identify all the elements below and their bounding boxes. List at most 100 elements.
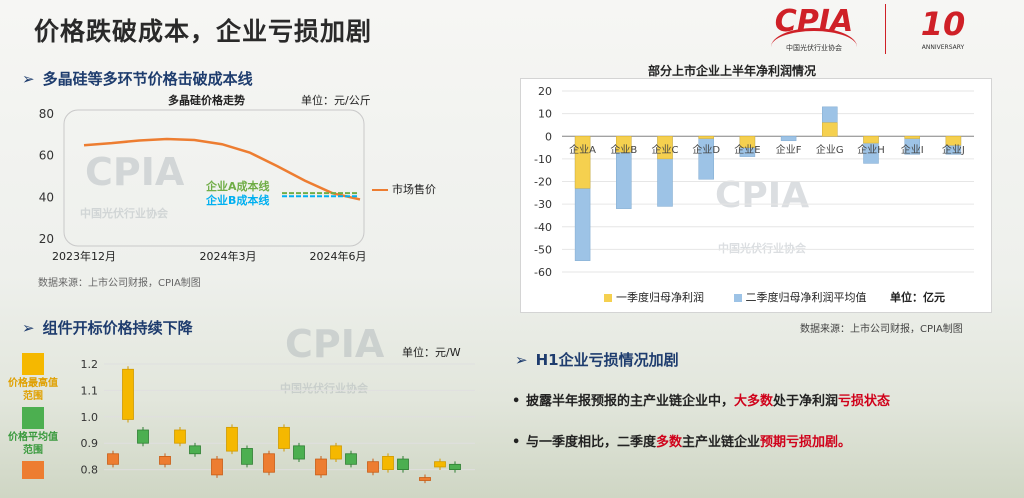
x-tick-label: 2023年12月: [52, 249, 116, 263]
high-range-box: [330, 445, 342, 460]
category-label: 企业I: [901, 143, 924, 156]
bullet-1: • 披露半年报预报的主产业链企业中，大多数处于净利润亏损状态: [512, 390, 890, 409]
low-range-box: [107, 453, 119, 465]
watermark-sub: 中国光伏行业协会: [718, 242, 806, 255]
avg-range-box: [449, 463, 461, 470]
arrow-icon: ➢: [22, 70, 35, 88]
y-tick-label: 60: [39, 149, 54, 163]
legend-swatch-icon: [733, 294, 742, 302]
chart2-title: 部分上市企业上半年净利润情况: [648, 64, 817, 78]
category-label: 企业H: [857, 143, 885, 156]
y-tick-label: 0.8: [81, 464, 99, 477]
y-tick-label: 1.1: [81, 384, 99, 397]
plot-frame: [63, 109, 365, 247]
bullet-dot-icon: •: [512, 435, 521, 450]
x-tick-label: 2024年3月: [200, 249, 257, 263]
cost-line-a-label: 企业A成本线: [206, 180, 270, 193]
legend-label: 一季度归母净利润: [616, 291, 704, 304]
legend-swatch-icon: [604, 294, 612, 302]
watermark-sub: 中国光伏行业协会: [80, 207, 168, 220]
high-range-box: [174, 429, 186, 444]
y-tick-label: 80: [39, 107, 54, 121]
section-label: 多晶硅等多环节价格击破成本线: [42, 70, 253, 88]
y-tick-label: -30: [534, 198, 552, 211]
legend-swatch-icon: [22, 353, 44, 375]
category-label: 企业A: [569, 143, 596, 156]
category-label: 企业F: [776, 143, 802, 156]
y-tick-label: 1.2: [81, 358, 99, 371]
q1-bar: [739, 136, 756, 148]
bullet-text: 与一季度相比，二季度多数主产业链企业预期亏损加剧。: [526, 435, 851, 450]
bullet-segment: 主产业链企业: [682, 435, 761, 450]
x-tick-label: 2024年6月: [310, 249, 367, 263]
arrow-icon: ➢: [22, 319, 35, 337]
chart1-source: 数据来源：上市公司财报，CPIA制图: [38, 278, 201, 289]
net-profit-chart: 20 10 0 -10 -20 -30 -40 -50 -60 企业A 企业B 企业C 企业D 企业E 企…: [534, 85, 974, 279]
q1-bar: [657, 136, 673, 160]
legend-label: 价格平均值范围: [8, 432, 58, 456]
y-tick-label: 40: [39, 190, 54, 204]
y-tick-label: 0: [545, 130, 552, 143]
watermark-sub: 中国光伏行业协会: [280, 382, 368, 395]
low-range-box: [263, 453, 275, 473]
watermark: CPIA: [85, 150, 185, 194]
legend-line-icon: [372, 189, 388, 191]
y-tick-label: 20: [538, 85, 552, 98]
market-price-line: [83, 137, 361, 201]
highlight-text: 多数: [656, 435, 683, 450]
highlight-text: 亏损状态: [838, 394, 891, 409]
high-range-box: [122, 368, 134, 420]
q1-bar: [904, 136, 920, 139]
legend-q1: 一季度归母净利润: [604, 291, 704, 304]
chart2-unit: 单位：亿元: [890, 291, 945, 304]
net-profit-panel: [520, 78, 992, 313]
q2-bar: [698, 136, 714, 180]
q1-bar: [945, 136, 962, 146]
chart3-unit: 单位：元/W: [402, 346, 461, 359]
bullet-segment: 处于净利润: [773, 394, 839, 409]
high-range-box: [226, 426, 238, 452]
q2-bar: [780, 136, 797, 142]
highlight-text: 大多数: [734, 394, 774, 409]
logo-subtitle: 中国光伏行业协会: [786, 44, 842, 52]
legend-swatch-icon: [22, 407, 44, 429]
logo-arc: [771, 28, 857, 47]
high-range-box: [382, 456, 394, 471]
anniversary-number: 10: [920, 5, 966, 43]
arrow-icon: ➢: [515, 351, 528, 369]
y-tick-label: -60: [534, 266, 552, 279]
bullet-text: 披露半年报预报的主产业链企业中，大多数处于净利润亏损状态: [526, 394, 890, 409]
high-range-box: [434, 461, 446, 468]
low-range-box: [419, 477, 431, 481]
page-title: 价格跌破成本，企业亏损加剧: [34, 17, 373, 46]
category-label: 企业D: [692, 143, 720, 156]
q1-bar: [616, 136, 632, 153]
category-label: 企业G: [816, 143, 844, 156]
y-tick-label: -50: [534, 243, 552, 256]
q1-bar: [822, 122, 838, 137]
anniversary-logo: 10 ANNIVERSARY: [898, 4, 988, 51]
low-range-box: [159, 456, 171, 465]
category-label: 企业B: [610, 143, 637, 156]
market-price-legend: 市场售价: [372, 181, 436, 197]
module-bid-price-chart: 1.2 1.1 1.0 0.9 0.8: [81, 358, 475, 484]
category-label: 企业J: [942, 143, 965, 156]
bullet-dot-icon: •: [512, 394, 521, 409]
low-range-box: [315, 458, 327, 476]
y-tick-label: -10: [534, 153, 552, 166]
q1-bar: [698, 136, 714, 139]
section-label: 组件开标价格持续下降: [42, 319, 193, 337]
highlight-text: 预期亏损加剧。: [760, 435, 852, 450]
avg-range-box: [241, 448, 253, 465]
bullet-segment: 与一季度相比，二季度: [526, 435, 657, 450]
anniversary-label: ANNIVERSARY: [921, 44, 965, 51]
q1-bar: [574, 136, 591, 189]
y-tick-label: 0.9: [81, 437, 99, 450]
category-label: 企业C: [652, 143, 679, 156]
chart2-source: 数据来源：上市公司财报，CPIA制图: [800, 324, 963, 335]
avg-range-box: [189, 445, 201, 455]
high-range-box: [278, 426, 290, 449]
section-module: ➢ 组件开标价格持续下降: [22, 317, 193, 338]
legend-q2: 二季度归母净利润平均值: [733, 291, 867, 304]
cpia-logo: CPIA 中国光伏行业协会: [764, 6, 864, 56]
